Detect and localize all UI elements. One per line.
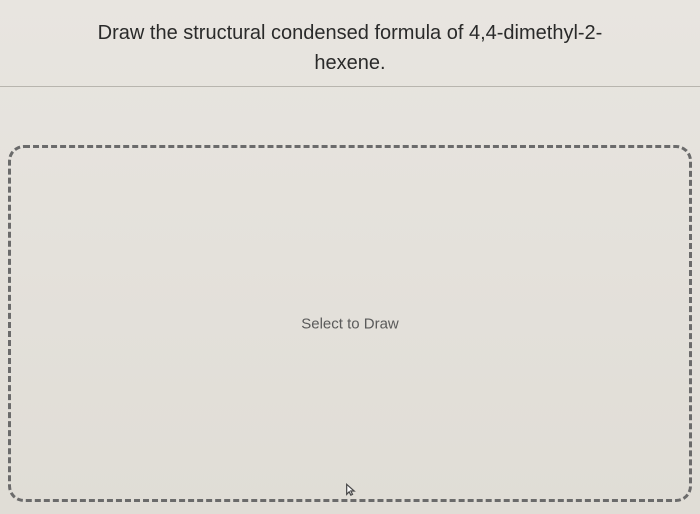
select-to-draw-label[interactable]: Select to Draw: [301, 315, 399, 332]
question-text: Draw the structural condensed formula of…: [30, 18, 670, 78]
question-line-1: Draw the structural condensed formula of…: [98, 22, 603, 44]
drawing-canvas-area[interactable]: Select to Draw: [8, 145, 692, 502]
question-container: Draw the structural condensed formula of…: [0, 0, 700, 87]
pointer-cursor-icon: [340, 481, 360, 501]
question-line-2: hexene.: [314, 52, 385, 74]
